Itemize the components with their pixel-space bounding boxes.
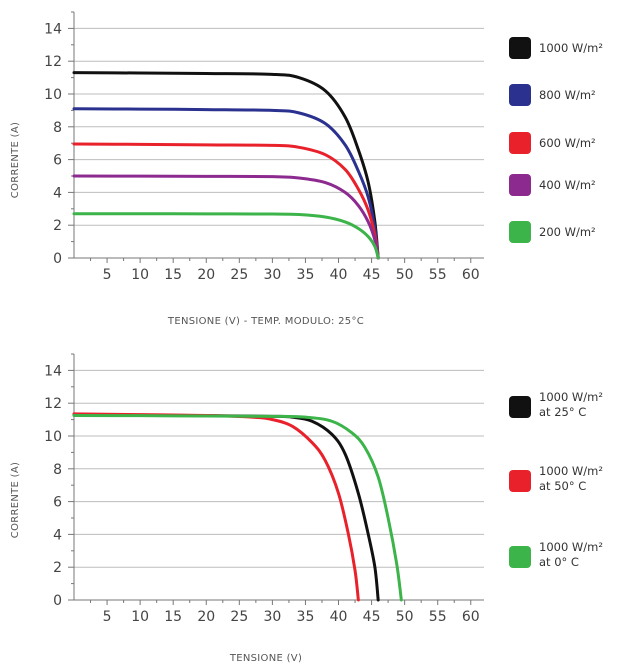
legend-item-0c: 1000 W/m² at 0° C (509, 540, 603, 569)
series-line (72, 142, 380, 260)
chart-1-ylabel: CORRENTE (A) (10, 122, 21, 198)
series-line (72, 107, 380, 260)
legend-label-1000: 1000 W/m² (539, 41, 603, 55)
chart-irradiance: 5 10 15 20 25 30 35 40 45 50 55 60 0 2 4 6 8 10 12 14 CORR… (10, 11, 603, 327)
legend-label-600: 600 W/m² (539, 136, 596, 150)
legend-label-50c-line2: at 50° C (539, 479, 586, 493)
x-tick-label: 25 (230, 267, 248, 283)
x-tick-label: 45 (363, 609, 381, 625)
x-tick-label: 55 (429, 267, 447, 283)
x-tick-label: 40 (330, 609, 348, 625)
y-tick-label: 6 (53, 495, 62, 511)
x-tick-label: 60 (462, 609, 480, 625)
y-tick-label: 6 (53, 153, 62, 169)
chart-1-xlabel: TENSIONE (V) - TEMP. MODULO: 25°C (167, 316, 364, 327)
legend-label-0c-line2: at 0° C (539, 555, 579, 569)
x-tick-label: 35 (297, 267, 315, 283)
chart-1-axes (73, 12, 484, 259)
legend-item-50c: 1000 W/m² at 50° C (509, 464, 603, 493)
y-tick-label: 4 (53, 527, 62, 543)
x-tick-label: 40 (330, 267, 348, 283)
y-tick-label: 2 (53, 218, 62, 234)
chart-2-legend: 1000 W/m² at 25° C 1000 W/m² at 50° C 10… (509, 390, 603, 569)
y-tick-label: 12 (44, 396, 62, 412)
legend-item-25c: 1000 W/m² at 25° C (509, 390, 603, 419)
chart-2-ylabel: CORRENTE (A) (10, 462, 21, 538)
legend-label-25c-line1: 1000 W/m² (539, 390, 603, 404)
y-tick-label: 8 (53, 462, 62, 478)
x-tick-label: 5 (103, 267, 112, 283)
y-tick-label: 14 (44, 21, 62, 37)
legend-item-400: 400 W/m² (509, 174, 596, 196)
x-tick-label: 30 (263, 267, 281, 283)
x-tick-label: 10 (131, 267, 149, 283)
y-tick-label: 0 (53, 593, 62, 609)
legend-swatch-25c (509, 396, 531, 418)
series-line (72, 174, 380, 260)
chart-1-y-ticks: 0 2 4 6 8 10 12 14 (44, 11, 74, 267)
x-tick-label: 50 (396, 609, 414, 625)
x-tick-label: 15 (164, 609, 182, 625)
chart-2-x-ticks: 5 10 15 20 25 30 35 40 45 50 55 60 (90, 600, 480, 625)
x-tick-label: 5 (103, 609, 112, 625)
legend-label-200: 200 W/m² (539, 225, 596, 239)
x-tick-label: 10 (131, 609, 149, 625)
legend-label-0c-line1: 1000 W/m² (539, 540, 603, 554)
chart-2-y-ticks: 0 2 4 6 8 10 12 14 (44, 353, 74, 609)
legend-item-200: 200 W/m² (509, 221, 596, 243)
y-tick-label: 14 (44, 363, 62, 379)
y-tick-label: 2 (53, 560, 62, 576)
y-tick-label: 0 (53, 251, 62, 267)
legend-swatch-0c (509, 546, 531, 568)
chart-1-grid (74, 27, 484, 226)
chart-2-xlabel: TENSIONE (V) (229, 653, 302, 664)
legend-label-50c-line1: 1000 W/m² (539, 464, 603, 478)
legend-swatch-50c (509, 470, 531, 492)
x-tick-label: 50 (396, 267, 414, 283)
legend-swatch-1000 (509, 37, 531, 59)
x-tick-label: 30 (263, 609, 281, 625)
legend-label-25c-line2: at 25° C (539, 405, 586, 419)
y-tick-label: 4 (53, 185, 62, 201)
chart-1-x-ticks: 5 10 15 20 25 30 35 40 45 50 55 60 (90, 258, 480, 283)
legend-swatch-200 (509, 221, 531, 243)
series-line (72, 413, 380, 602)
chart-temperature: 5 10 15 20 25 30 35 40 45 50 55 60 0 2 4 6 8 10 12 14 CORR… (10, 353, 603, 664)
y-tick-label: 10 (44, 87, 62, 103)
x-tick-label: 15 (164, 267, 182, 283)
series-line (72, 71, 380, 260)
x-tick-label: 60 (462, 267, 480, 283)
x-tick-label: 55 (429, 609, 447, 625)
x-tick-label: 35 (297, 609, 315, 625)
series-line (72, 412, 360, 602)
legend-item-600: 600 W/m² (509, 132, 596, 154)
legend-swatch-800 (509, 84, 531, 106)
chart-1-series (72, 71, 380, 260)
legend-swatch-600 (509, 132, 531, 154)
x-tick-label: 25 (230, 609, 248, 625)
legend-item-800: 800 W/m² (509, 84, 596, 106)
legend-label-800: 800 W/m² (539, 88, 596, 102)
series-line (72, 212, 380, 260)
chart-2-grid (74, 369, 484, 568)
x-tick-label: 45 (363, 267, 381, 283)
chart-1-legend: 1000 W/m² 800 W/m² 600 W/m² 400 W/m² 200… (509, 37, 603, 243)
series-line (72, 414, 403, 602)
x-tick-label: 20 (197, 609, 215, 625)
y-tick-label: 8 (53, 120, 62, 136)
chart-2-series (72, 412, 403, 602)
legend-swatch-400 (509, 174, 531, 196)
x-tick-label: 20 (197, 267, 215, 283)
y-tick-label: 10 (44, 429, 62, 445)
chart-2-axes (73, 354, 484, 601)
y-tick-label: 12 (44, 54, 62, 70)
legend-item-1000: 1000 W/m² (509, 37, 603, 59)
legend-label-400: 400 W/m² (539, 178, 596, 192)
